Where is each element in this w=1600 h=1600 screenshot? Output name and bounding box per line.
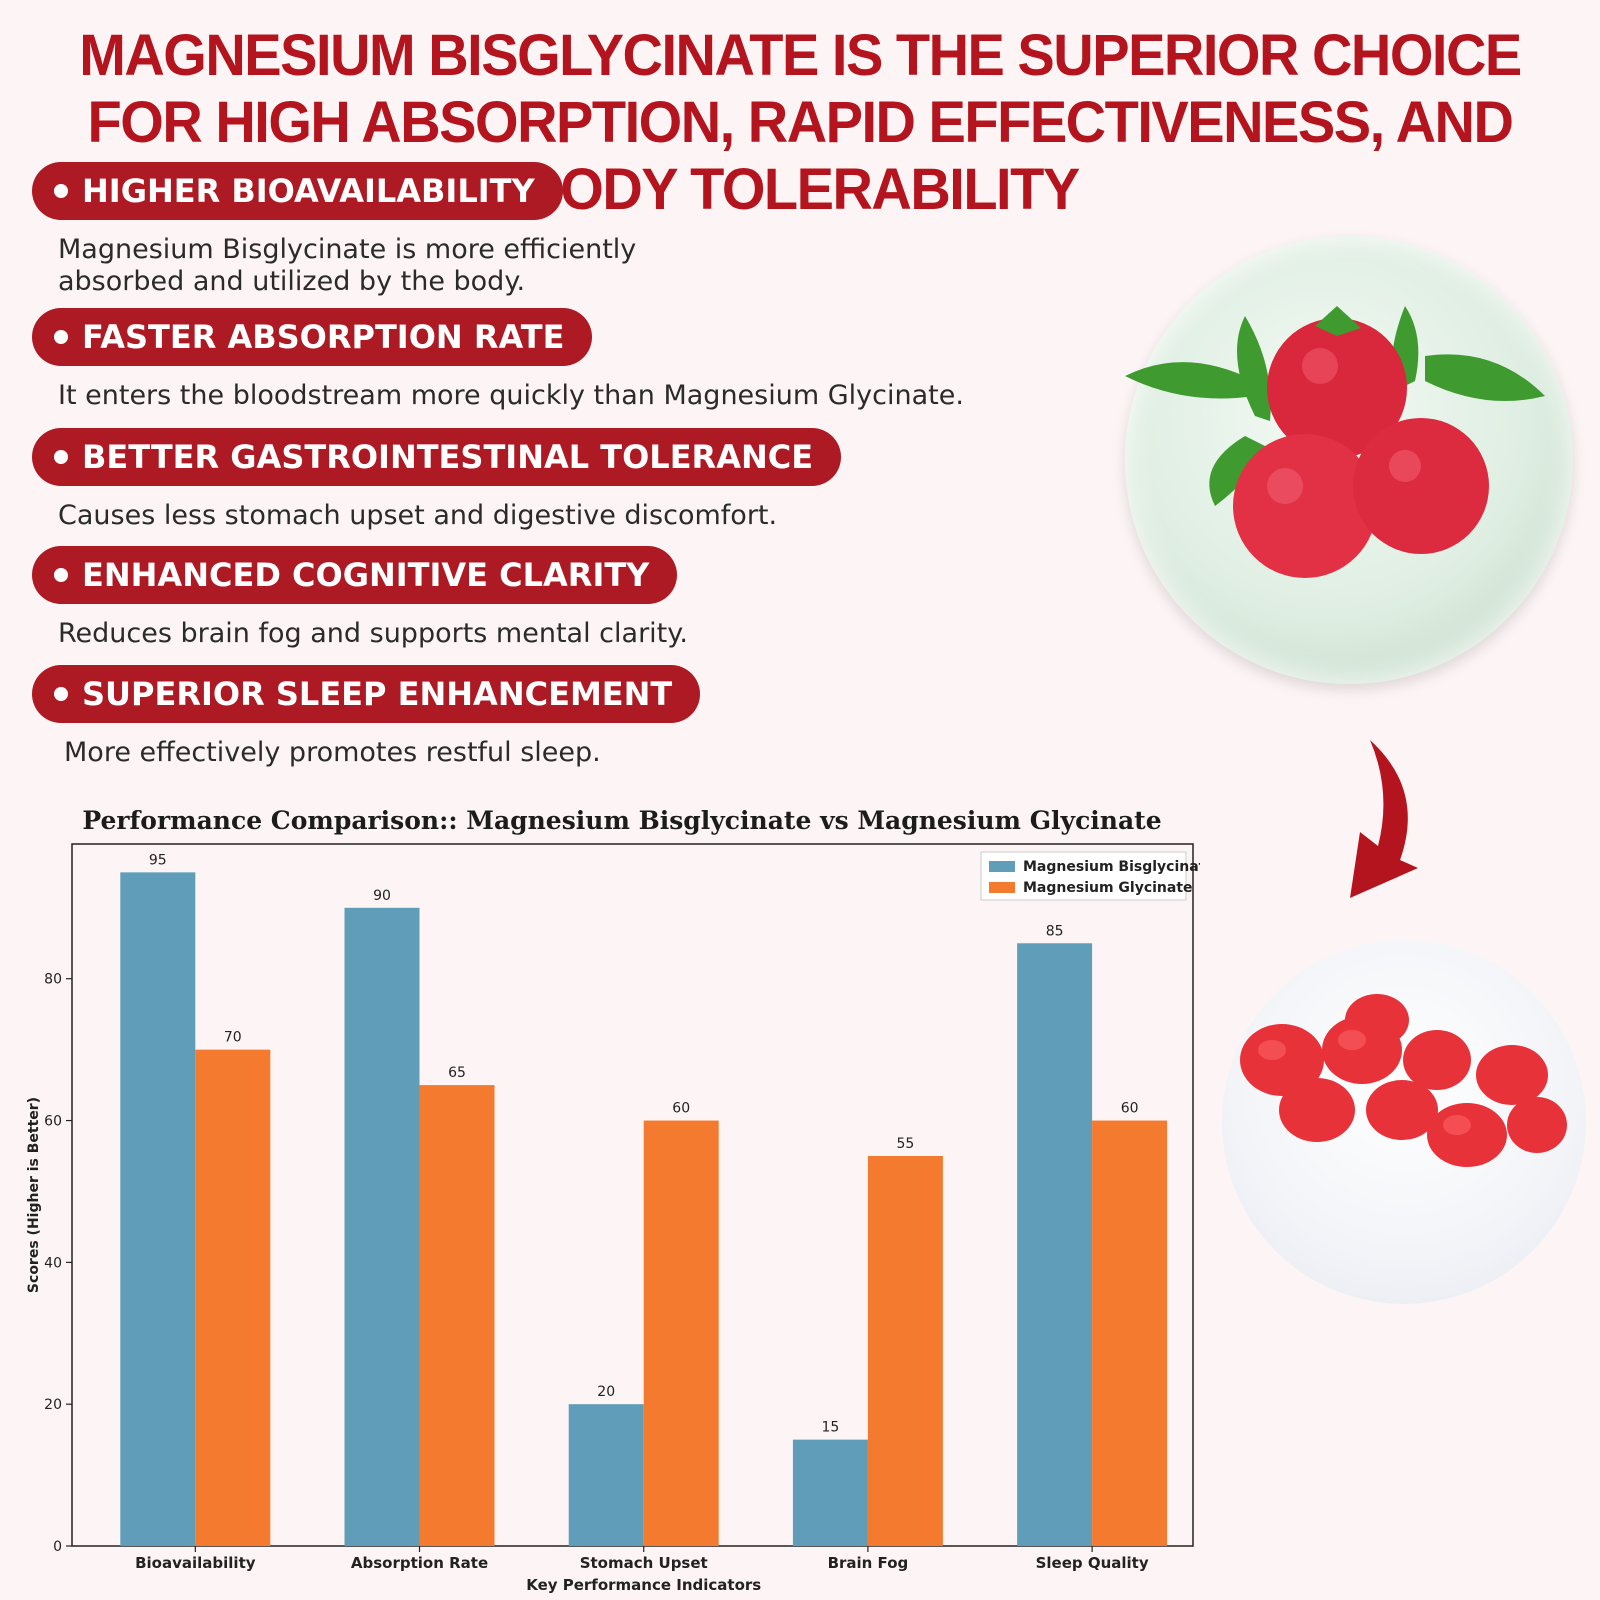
benefit-title: SUPERIOR SLEEP ENHANCEMENT (82, 675, 673, 713)
y-tick-label: 40 (44, 1255, 62, 1271)
chart-bar (1017, 943, 1093, 1546)
headline: MAGNESIUM BISGLYCINATE IS THE SUPERIOR C… (79, 21, 1522, 222)
x-tick-label: Stomach Upset (580, 1554, 708, 1572)
legend-box (980, 851, 1187, 901)
bar-value-label: 65 (448, 1065, 466, 1081)
benefit-title: ENHANCED COGNITIVE CLARITY (82, 556, 650, 594)
chart-bar (1092, 1120, 1168, 1546)
chart-bar (867, 1156, 943, 1546)
benefit-desc-line: absorbed and utilized by the body. (58, 266, 526, 297)
bullet-dot-icon (54, 184, 68, 198)
benefit-title: BETTER GASTROINTESTINAL TOLERANCE (82, 438, 814, 476)
raspberry-bubble-icon (1125, 236, 1573, 684)
bullet-dot-icon (54, 450, 68, 464)
benefit-desc: Causes less stomach upset and digestive … (58, 500, 777, 532)
y-tick-label: 80 (44, 972, 62, 988)
bar-value-label: 60 (672, 1101, 690, 1117)
legend-entry: Magnesium Glycinate (1023, 880, 1193, 896)
y-axis-label: Scores (Higher is Better) (26, 1097, 42, 1293)
legend-swatch (989, 882, 1015, 893)
benefit-title: FASTER ABSORPTION RATE (82, 318, 565, 356)
x-tick-label: Bioavailability (135, 1554, 256, 1572)
y-tick-label: 20 (44, 1397, 62, 1413)
benefit-desc: More effectively promotes restful sleep. (64, 737, 601, 769)
benefit-desc-line: Causes less stomach upset and digestive … (58, 500, 778, 531)
benefit-pill-gi-tolerance: BETTER GASTROINTESTINAL TOLERANCE (32, 428, 842, 486)
benefit-pill-absorption: FASTER ABSORPTION RATE (32, 308, 593, 366)
bar-value-label: 85 (1046, 923, 1064, 939)
gummies-illustration (1240, 994, 1567, 1167)
benefit-desc: It enters the bloodstream more quickly t… (58, 380, 964, 412)
bar-value-label: 15 (821, 1420, 839, 1436)
y-tick-label: 0 (53, 1539, 62, 1555)
x-tick-label: Brain Fog (828, 1554, 909, 1572)
benefit-desc-line: More effectively promotes restful sleep. (64, 737, 601, 768)
bar-value-label: 55 (896, 1136, 914, 1152)
bar-value-label: 20 (597, 1384, 615, 1400)
chart-bar (792, 1439, 868, 1546)
chart-bar (195, 1049, 271, 1546)
bar-value-label: 90 (373, 888, 391, 904)
benefit-pill-sleep: SUPERIOR SLEEP ENHANCEMENT (32, 665, 701, 723)
x-axis-label: Key Performance Indicators (526, 1576, 761, 1594)
curved-arrow-icon (1350, 740, 1418, 898)
chart-bar (344, 907, 420, 1546)
bullet-dot-icon (54, 687, 68, 701)
chart-bar (568, 1404, 644, 1546)
benefit-desc: Magnesium Bisglycinate is more efficient… (58, 234, 636, 298)
benefit-pill-cognitive: ENHANCED COGNITIVE CLARITY (32, 546, 678, 604)
y-tick-label: 60 (44, 1114, 62, 1130)
chart-bar (643, 1120, 719, 1546)
bar-value-label: 95 (149, 852, 167, 868)
benefit-desc-line: Reduces brain fog and supports mental cl… (58, 618, 688, 649)
x-tick-label: Absorption Rate (351, 1554, 488, 1572)
benefit-desc-line: Magnesium Bisglycinate is more efficient… (58, 234, 637, 265)
bar-chart: 0 20 40 60 80 Scores (Higher is Better) 95 70 Bi… (26, 843, 1200, 1594)
bullet-dot-icon (54, 568, 68, 582)
legend-entry: Magnesium Bisglycinate (1023, 859, 1200, 875)
raspberry-illustration (1125, 306, 1545, 578)
bar-value-label: 60 (1121, 1101, 1139, 1117)
chart-title: Performance Comparison:: Magnesium Bisgl… (82, 806, 1162, 835)
benefit-title: HIGHER BIOAVAILABILITY (82, 172, 535, 210)
benefit-pill-bioavailability: HIGHER BIOAVAILABILITY (32, 162, 563, 220)
gummies-icon (1222, 940, 1586, 1304)
bar-value-label: 70 (224, 1030, 242, 1046)
x-tick-label: Sleep Quality (1036, 1554, 1149, 1572)
chart-bar (419, 1085, 495, 1546)
chart-bar (120, 872, 196, 1546)
benefit-desc: Reduces brain fog and supports mental cl… (58, 618, 688, 650)
bullet-dot-icon (54, 330, 68, 344)
legend-swatch (989, 861, 1015, 872)
benefit-desc-line: It enters the bloodstream more quickly t… (58, 380, 964, 411)
